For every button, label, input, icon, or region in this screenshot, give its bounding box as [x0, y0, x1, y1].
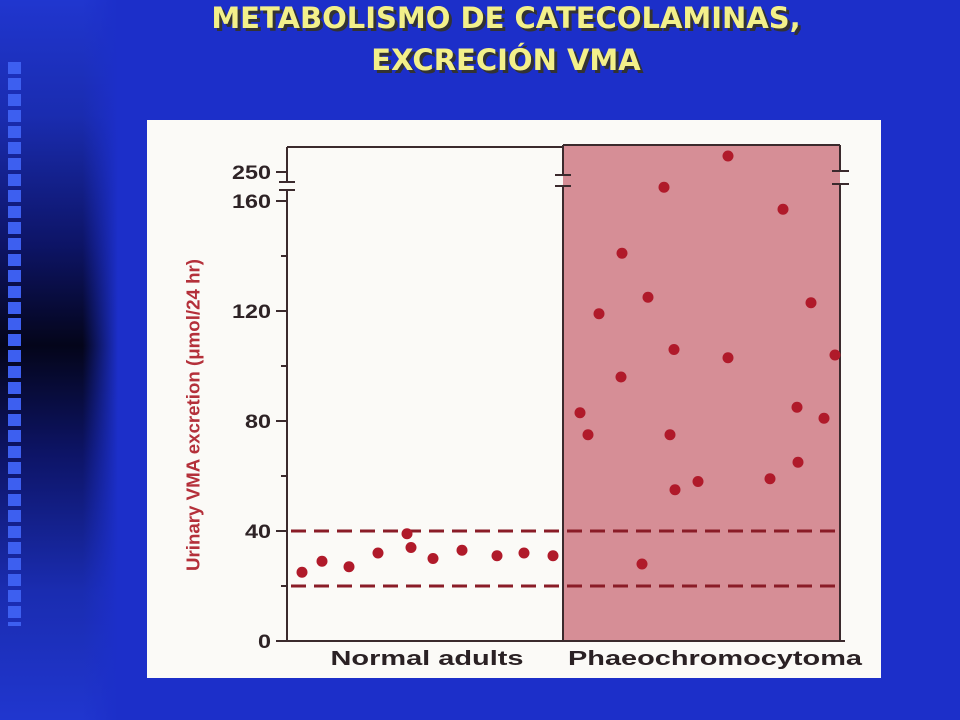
data-points [296, 150, 841, 578]
y-tick-label: 120 [232, 302, 271, 323]
data-point [296, 566, 308, 578]
data-point [491, 550, 503, 562]
title-line-2: EXCRECIÓN VMA [371, 43, 641, 77]
data-point [316, 555, 328, 567]
data-point [722, 352, 734, 364]
data-point [427, 553, 439, 564]
data-point [615, 371, 627, 383]
y-axis-label: Urinary VMA excretion (μmol/24 hr) [183, 259, 203, 571]
category-label-phaeochromocytoma: Phaeochromocytoma [568, 648, 863, 670]
plot-frame [279, 144, 849, 642]
data-point [777, 203, 789, 215]
data-point [401, 528, 413, 540]
data-point [668, 344, 680, 355]
slide-title: METABOLISMO DE CATECOLAMINAS, EXCRECIÓN … [115, 0, 897, 81]
y-tick-label: 80 [245, 412, 271, 433]
data-point [372, 547, 384, 559]
data-point [582, 429, 594, 441]
square-column-decoration [8, 62, 21, 626]
data-point [405, 542, 417, 553]
data-point [791, 401, 803, 413]
data-point [574, 407, 586, 419]
data-point [664, 429, 676, 441]
data-point [593, 308, 605, 320]
data-point [792, 456, 804, 468]
data-point [547, 550, 559, 562]
data-point [456, 544, 468, 556]
y-axis-ticks: 0 40 80 120 160 250 [232, 163, 287, 653]
y-tick-label: 40 [245, 522, 271, 543]
data-point [805, 297, 817, 309]
data-point [818, 412, 830, 424]
data-point [829, 349, 841, 361]
vma-excretion-chart: 0 40 80 120 160 250 Urinary VMA excretion (μm… [183, 144, 863, 670]
data-point [764, 473, 776, 485]
data-point [642, 291, 654, 303]
y-tick-label: 0 [258, 632, 271, 653]
data-point [692, 476, 704, 487]
left-decorative-band [0, 0, 118, 720]
y-tick-label: 250 [232, 163, 271, 184]
data-point [658, 181, 670, 193]
data-point [722, 150, 734, 162]
data-point [518, 547, 530, 559]
data-point [343, 561, 355, 573]
y-tick-label: 160 [232, 192, 271, 213]
data-point [616, 247, 628, 259]
chart-image: 0 40 80 120 160 250 Urinary VMA excretion (μm… [147, 120, 881, 678]
category-label-normal-adults: Normal adults [331, 648, 524, 670]
data-point [669, 484, 681, 496]
data-point [636, 558, 648, 570]
phaeochromocytoma-shaded-region [563, 145, 840, 641]
title-line-1: METABOLISMO DE CATECOLAMINAS, [211, 1, 801, 35]
